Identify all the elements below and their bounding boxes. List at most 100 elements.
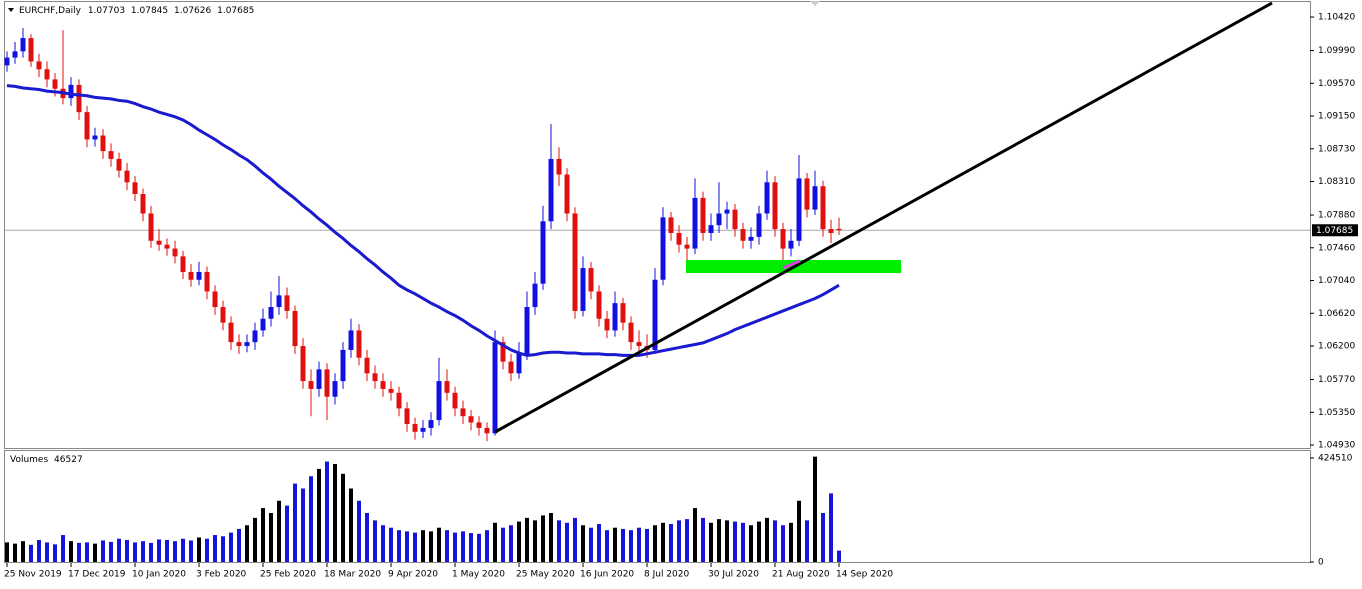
volume-bar	[629, 530, 633, 562]
volume-bar	[725, 520, 729, 562]
candle-body	[780, 229, 786, 249]
x-tick-label: 17 Dec 2019	[68, 570, 126, 580]
candle-body	[732, 209, 738, 230]
volume-bar	[469, 533, 473, 562]
candle-body	[676, 232, 682, 245]
volume-bar	[813, 456, 817, 562]
candle-body	[420, 427, 426, 432]
volume-bar	[293, 483, 297, 562]
candle-body	[596, 291, 602, 319]
volume-bar	[765, 517, 769, 562]
volume-bar	[549, 513, 553, 562]
volume-bar	[309, 476, 313, 562]
y-tick-label: 1.05770	[1318, 375, 1355, 385]
candle-body	[524, 307, 530, 354]
volume-bar	[781, 525, 785, 562]
trend-line	[494, 1, 1273, 434]
candle-body	[340, 349, 346, 382]
y-tick-label: 1.06200	[1318, 342, 1355, 352]
candle-body	[484, 427, 490, 434]
candle-body	[756, 213, 762, 237]
candle-body	[252, 330, 258, 343]
volume-bar	[285, 505, 289, 562]
volume-bar	[637, 527, 641, 562]
candle-body	[276, 295, 282, 308]
candle-body	[244, 342, 250, 347]
candle-body	[212, 291, 218, 308]
touch-marker	[782, 259, 801, 270]
volume-header: Volumes 46527	[10, 455, 83, 465]
volume-bar	[421, 530, 425, 562]
candle-body	[588, 268, 594, 292]
volume-bar	[13, 543, 17, 562]
candle-body	[68, 84, 74, 99]
volume-bar	[821, 513, 825, 562]
volume-bar	[461, 531, 465, 562]
volume-bar	[789, 522, 793, 562]
candle-body	[356, 330, 362, 358]
open-value: 1.07703	[88, 6, 125, 16]
volume-bar	[29, 544, 33, 562]
volume-bar	[357, 500, 361, 562]
volume-bar	[325, 461, 329, 562]
volume-tick-label: 0	[1318, 558, 1324, 568]
candle-body	[196, 271, 202, 280]
volume-bar	[317, 468, 321, 562]
candle-body	[580, 268, 586, 311]
volume-bar	[253, 517, 257, 562]
volume-bar	[597, 524, 601, 562]
candle-body	[180, 256, 186, 272]
candle-body	[476, 422, 482, 428]
candle-body	[316, 369, 322, 389]
volume-bar	[709, 522, 713, 562]
close-value: 1.07685	[217, 6, 254, 16]
volume-bar	[261, 508, 265, 562]
candle-body	[628, 322, 634, 343]
volume-bar	[77, 542, 81, 562]
volume-bar	[661, 522, 665, 562]
volume-bar	[53, 544, 57, 562]
candle-body	[460, 408, 466, 417]
candle-body	[828, 229, 834, 233]
candle-body	[404, 408, 410, 424]
volume-bar	[837, 550, 841, 562]
candle-body	[116, 158, 122, 171]
volume-bar	[237, 528, 241, 562]
candle-body	[612, 303, 618, 331]
volume-bar	[277, 500, 281, 562]
candle-body	[308, 381, 314, 389]
candle-body	[236, 342, 242, 347]
volume-bar	[61, 535, 65, 562]
candle-body	[508, 361, 514, 374]
x-tick-label: 30 Jul 2020	[708, 570, 759, 580]
candle-body	[364, 357, 370, 374]
candle-body	[348, 330, 354, 350]
candle-body	[796, 178, 802, 241]
volume-bar	[621, 528, 625, 562]
volume-bar	[373, 520, 377, 562]
volume-bar	[533, 520, 537, 562]
candle-body	[724, 209, 730, 214]
candle-body	[764, 182, 770, 214]
volume-bar	[21, 541, 25, 562]
volume-bar	[589, 527, 593, 562]
candle-body	[396, 392, 402, 409]
candle-body	[260, 318, 266, 331]
volume-bar	[805, 520, 809, 562]
volume-bar	[773, 520, 777, 562]
candle-body	[804, 178, 810, 210]
candle-body	[412, 423, 418, 432]
candle-body	[428, 420, 434, 428]
candle-body	[44, 69, 50, 80]
volume-tick-label: 424510	[1318, 453, 1353, 463]
volume-bar	[349, 488, 353, 562]
volume-panel	[4, 450, 1311, 563]
candle-body	[556, 158, 562, 175]
volume-bar	[189, 540, 193, 562]
volume-bar	[605, 530, 609, 562]
volume-bar	[213, 535, 217, 562]
volume-bar	[245, 525, 249, 562]
price-panel	[4, 1, 1311, 449]
candle-body	[748, 236, 754, 241]
volume-bar	[557, 520, 561, 562]
